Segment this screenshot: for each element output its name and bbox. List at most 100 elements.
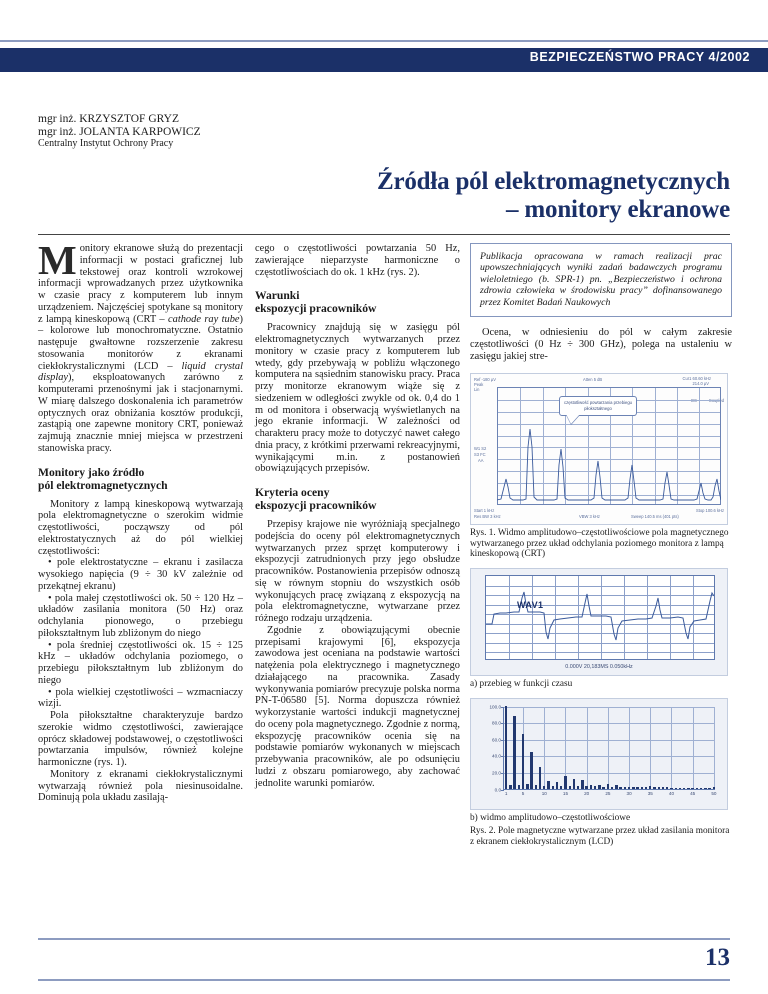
fig3-bar: [589, 785, 593, 789]
fig3-gridline-v: [607, 706, 609, 789]
fig3-bar: [657, 786, 660, 789]
fig3-gridline-v: [544, 706, 546, 789]
fig3-gridline-v: [713, 706, 715, 789]
fig3-bar: [627, 787, 631, 789]
fig1-label-marker-s3: S3 FC: [474, 452, 486, 458]
fig3-bar: [615, 785, 618, 789]
fig3-plot-area: 0.0 20.0 40.0 60.0 80.0 100.0 1 5 10 15 20 25 30 35 40…: [490, 704, 717, 796]
author-affiliation: Centralny Instytut Ochrony Pracy: [38, 138, 174, 149]
fig3-bar: [538, 766, 542, 789]
fig3-bar: [666, 786, 669, 789]
figure-2b-caption: b) widmo amplitudowo–częstotliwościowe: [470, 812, 631, 823]
heading-kryteria-line-1: Kryteria oceny: [255, 486, 330, 499]
paragraph-exposure-conditions: Pracownicy znajdują się w zasięgu pól el…: [255, 322, 460, 475]
fig3-gridline-h: [504, 739, 715, 741]
fig3-bar: [555, 782, 559, 789]
fig3-y-tick-label: 60.0: [492, 737, 501, 743]
bullet-high-frequency: • pola wielkiej częstotliwości – wzmacni…: [38, 686, 243, 710]
body-column-3: Publikacja opracowana w ramach realizacj…: [470, 243, 732, 847]
fig3-y-tick-mark: [501, 772, 504, 774]
fig3-x-tick-label: 5: [521, 790, 525, 796]
fig3-bar: [521, 733, 525, 789]
fig3-bar: [581, 780, 584, 789]
fig3-bar: [640, 787, 643, 789]
heading-kryteria-line-2: ekspozycji pracowników: [255, 499, 377, 512]
paragraph-regulations: Przepisy krajowe nie wyróżniają specjaln…: [255, 519, 460, 624]
fig2-readout: 0.000V 20,183MS 0.050kHz: [565, 663, 633, 670]
fig3-gridline-v: [629, 706, 631, 789]
bullet-list-field-types: • pole elektrostatyczne – ekranu i zasil…: [38, 557, 243, 710]
fig3-bar: [644, 787, 648, 789]
bullet-medium-frequency: • pola średniej częstotliwości ok. 15 ÷ …: [38, 639, 243, 686]
paragraph-assessment: Ocena, w odniesieniu do pól w całym zakr…: [470, 327, 732, 362]
fig1-label-atten: Atten 5 dB: [583, 377, 603, 383]
fig3-bar: [585, 786, 588, 789]
figure-1-spectrum-screenshot: Ref -180 µV Peak Lin Atten 5 dB Cur1 60.…: [470, 373, 728, 526]
fig3-bar: [687, 787, 690, 789]
fig3-y-tick-mark: [501, 789, 504, 791]
fig3-x-tick-label: 1: [504, 790, 508, 796]
fig3-y-tick-mark: [501, 723, 504, 725]
figure-2a-caption: a) przebieg w funkcji czasu: [470, 678, 573, 689]
bullet-low-frequency: • pola małej częstotliwości ok. 50 ÷ 120…: [38, 592, 243, 639]
paragraph-sawtooth: Pola piłokształtne charakteryzuje bardzo…: [38, 710, 243, 768]
fig3-bar: [683, 787, 686, 789]
fig3-bar: [543, 785, 546, 789]
fig3-bar: [704, 787, 707, 789]
intro-text-b: ) – kolorowe lub monochromatyczne. Ostat…: [38, 313, 244, 372]
fig1-label-vbw: VBW 3 kHz: [579, 514, 600, 520]
figure-2a-waveform-screenshot: WAV1 0.000V 20,183MS 0.050kHz: [470, 567, 728, 676]
fig2-waveform-trace: [486, 591, 714, 641]
fig3-gridline-h: [504, 772, 715, 774]
fig3-bar: [534, 785, 537, 789]
fig3-bar: [504, 705, 508, 789]
author-line-1: mgr inż. KRZYSZTOF GRYZ: [38, 113, 179, 125]
body-column-2: cego o częstotliwości powtarzania 50 Hz,…: [255, 243, 460, 789]
fig3-bar: [530, 752, 533, 789]
fig3-bar: [610, 786, 614, 789]
paragraph-lcd-intro: Monitory z ekranami ciekłokrystalicznymi…: [38, 768, 243, 804]
fig3-bar: [593, 786, 597, 789]
figure-1-caption: Rys. 1. Widmo amplitudowo–częstotliwości…: [470, 528, 729, 560]
intro-text-c: ), eksploatowanych zarówno z komputerami…: [38, 372, 243, 454]
fig1-annotation-callout: częstotliwość powtarzania przebiegu piło…: [559, 396, 637, 417]
paragraph-lcd-cont: cego o częstotliwości powtarzania 50 Hz,…: [255, 243, 460, 278]
heading-monitory-jako-zrodlo: Monitory jako źródło pól elektromagnetyc…: [38, 466, 243, 492]
article-title-line-2: – monitory ekranowe: [506, 196, 730, 223]
fig2-trace-label: WAV1: [517, 599, 544, 610]
fig1-label-start: Start 1 kHz: [474, 508, 495, 514]
fig3-y-tick-label: 80.0: [492, 720, 501, 726]
fig3-bar: [636, 787, 639, 789]
fig3-bar: [708, 787, 711, 789]
fig3-bar: [577, 786, 580, 789]
fig3-x-tick-label: 25: [605, 790, 611, 796]
fig3-gridline-v: [671, 706, 673, 789]
drop-cap: M: [38, 237, 77, 283]
fig3-bar: [674, 787, 677, 789]
fig3-gridline-v: [565, 706, 567, 789]
footer-rule-bottom: [38, 979, 730, 981]
fig1-label-ref: Ref -180 µV: [474, 377, 496, 383]
fig3-gridline-h: [504, 706, 715, 708]
fig3-bar: [619, 786, 622, 789]
fig3-bar: [560, 786, 563, 789]
fig3-bar: [513, 716, 516, 789]
fig1-label-cursor-name: Cur1 60.60 kHz: [682, 376, 711, 382]
fig3-bar: [526, 784, 529, 789]
article-title: Źródła pól elektromagnetycznych – monito…: [210, 168, 730, 224]
fig3-gridline-v: [586, 706, 588, 789]
fig3-y-tick-label: 100.0: [489, 704, 502, 710]
fig3-y-tick-label: 40.0: [492, 753, 501, 759]
heading-warunki-ekspozycji: Warunki ekspozycji pracowników: [255, 289, 460, 315]
fig3-bar: [632, 787, 635, 789]
fig3-bar: [691, 787, 694, 789]
intro-em-2: liquid crystal display: [38, 360, 243, 384]
fig3-x-tick-label: 10: [541, 790, 547, 796]
fig1-label-stop: Stop 100.6 kHz: [696, 508, 724, 514]
fig3-bar: [649, 786, 652, 789]
fig3-x-tick-label: 15: [562, 790, 569, 796]
page-number: 13: [705, 944, 730, 971]
